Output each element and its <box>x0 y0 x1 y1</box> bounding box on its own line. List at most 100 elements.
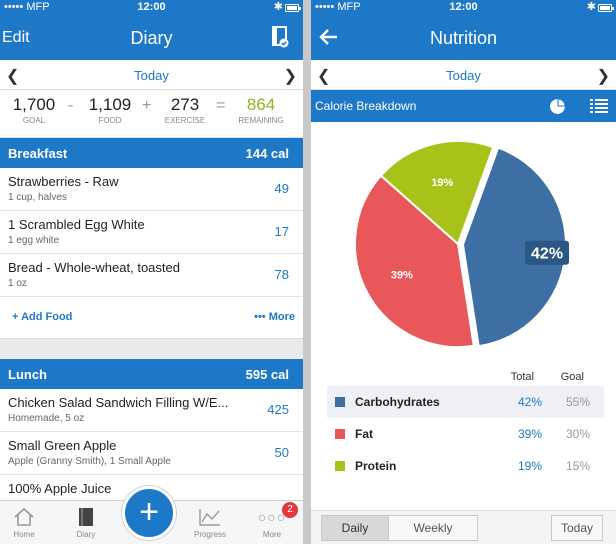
diary-screen: ••••• MFP 12:00 ✱ Edit Diary ❮ Today ❯ 1… <box>0 0 303 544</box>
food-serving: 1 oz <box>8 278 27 289</box>
pie-slice-protein[interactable] <box>379 140 495 246</box>
add-food-button[interactable]: + Add Food <box>12 311 73 323</box>
notification-badge: 2 <box>282 502 298 518</box>
exercise-cell: 273 EXERCISE <box>160 95 210 125</box>
add-entry-button[interactable]: + <box>122 486 176 540</box>
meal-calories: 595 cal <box>245 367 289 382</box>
slice-label-carbohydrates: 42% <box>531 246 563 263</box>
nav-bar: Nutrition <box>311 16 616 60</box>
table-row[interactable]: Fat 39% 30% <box>327 418 604 450</box>
date-navigator: ❮ Today ❯ <box>311 60 616 90</box>
pie-chart-svg: 42% 39% 19% <box>354 140 570 348</box>
food-calories: 17 <box>274 224 289 239</box>
tab-more[interactable]: ○○○ 2 More <box>250 502 298 539</box>
lunch-header[interactable]: Lunch 595 cal <box>0 359 303 389</box>
status-time: 12:00 <box>449 1 478 13</box>
food-calories: 50 <box>274 445 289 460</box>
chevron-right-icon[interactable]: ❯ <box>283 68 297 85</box>
table-row[interactable]: Carbohydrates 42% 55% <box>327 386 604 418</box>
tab-home[interactable]: Home <box>2 507 46 539</box>
edit-button[interactable]: Edit <box>2 29 30 46</box>
today-button[interactable]: Today <box>551 515 603 541</box>
diary-book-icon <box>79 508 93 526</box>
food-row[interactable]: Bread - Whole-wheat, toasted 1 oz 78 <box>0 254 303 297</box>
tab-label: Progress <box>193 530 226 539</box>
food-calories: 49 <box>274 181 289 196</box>
plus-sign: + <box>142 97 152 114</box>
macro-total: 42% <box>517 395 542 409</box>
slice-label-fat: 39% <box>391 270 413 282</box>
food-row[interactable]: Small Green Apple Apple (Granny Smith), … <box>0 432 303 475</box>
meal-calories: 144 cal <box>245 146 289 161</box>
journal-check-icon[interactable] <box>271 26 289 48</box>
food-cell: 1,109 FOOD <box>86 95 134 125</box>
daily-segment[interactable]: Daily <box>321 515 389 541</box>
macro-total: 39% <box>517 427 542 441</box>
food-serving: 1 egg white <box>8 235 60 246</box>
date-label[interactable]: Today <box>446 68 481 83</box>
section-title: Calorie Breakdown <box>315 99 417 113</box>
macro-goal: 15% <box>565 459 590 473</box>
nav-bar: Edit Diary <box>0 16 303 60</box>
food-calories: 425 <box>267 402 289 417</box>
date-label[interactable]: Today <box>134 68 169 83</box>
chevron-left-icon[interactable]: ❮ <box>6 68 20 85</box>
remaining-cell: 864 REMAINING <box>232 95 290 125</box>
food-name: 1 Scrambled Egg White <box>8 217 145 232</box>
pie-slice-fat[interactable] <box>354 174 475 348</box>
food-row[interactable]: 1 Scrambled Egg White 1 egg white 17 <box>0 211 303 254</box>
macro-name: Carbohydrates <box>355 395 440 409</box>
more-button[interactable]: ••• More <box>254 311 295 323</box>
tab-progress[interactable]: Progress <box>188 507 232 539</box>
chevron-left-icon[interactable]: ❮ <box>317 68 331 85</box>
macro-goal: 30% <box>565 427 590 441</box>
bluetooth-icon: ✱ <box>586 1 596 13</box>
status-bar: ••••• MFP 12:00 ✱ <box>311 0 616 16</box>
chevron-right-icon[interactable]: ❯ <box>596 68 610 85</box>
food-name: Small Green Apple <box>8 438 117 453</box>
calorie-breakdown-header: Calorie Breakdown <box>311 90 616 122</box>
carrier-label: ••••• MFP <box>4 1 50 13</box>
pie-chart: 42% 39% 19% <box>311 122 616 360</box>
exercise-label: EXERCISE <box>164 116 206 125</box>
back-arrow-icon[interactable] <box>317 26 341 48</box>
calorie-summary: 1,700 GOAL - 1,109 FOOD + 273 EXERCISE =… <box>0 90 303 138</box>
table-row[interactable]: Protein 19% 15% <box>327 450 604 482</box>
goal-label: GOAL <box>22 116 46 125</box>
weekly-segment[interactable]: Weekly <box>388 515 478 541</box>
meal-actions: + Add Food ••• More <box>0 297 303 339</box>
page-title: Nutrition <box>429 28 498 48</box>
meal-name: Lunch <box>8 367 47 382</box>
macro-name: Fat <box>355 427 373 441</box>
food-calories: 78 <box>274 267 289 282</box>
tab-label: More <box>262 530 282 539</box>
equals-sign: = <box>216 97 226 114</box>
food-row[interactable]: Strawberries - Raw 1 cup, halves 49 <box>0 168 303 211</box>
battery-icon <box>285 4 301 12</box>
macro-goal: 55% <box>565 395 590 409</box>
goal-cell: 1,700 GOAL <box>10 95 58 125</box>
date-navigator: ❮ Today ❯ <box>0 60 303 90</box>
legend-swatch <box>335 461 345 471</box>
exercise-value: 273 <box>170 95 200 114</box>
tab-diary[interactable]: Diary <box>64 507 108 539</box>
food-row[interactable]: Chicken Salad Sandwich Filling W/E... Ho… <box>0 389 303 432</box>
period-selector: Daily Weekly Today <box>311 510 616 544</box>
section-divider <box>0 339 303 359</box>
food-label: FOOD <box>98 116 122 125</box>
slice-label-protein: 19% <box>431 177 453 189</box>
pie-chart-icon[interactable] <box>549 98 566 115</box>
list-view-icon[interactable] <box>590 98 608 114</box>
food-serving: Apple (Granny Smith), 1 Small Apple <box>8 456 171 467</box>
nutrition-screen: ••••• MFP 12:00 ✱ Nutrition ❮ Today ❯ Ca… <box>311 0 616 544</box>
minus-sign: - <box>68 97 74 114</box>
macro-name: Protein <box>355 459 397 473</box>
tab-label: Home <box>13 530 35 539</box>
progress-chart-icon <box>199 509 220 526</box>
column-header-goal: Goal <box>560 371 584 383</box>
column-header-total: Total <box>510 371 534 383</box>
battery-icon <box>598 4 614 12</box>
remaining-label: REMAINING <box>238 116 284 125</box>
food-name: Strawberries - Raw <box>8 174 119 189</box>
breakfast-header[interactable]: Breakfast 144 cal <box>0 138 303 168</box>
